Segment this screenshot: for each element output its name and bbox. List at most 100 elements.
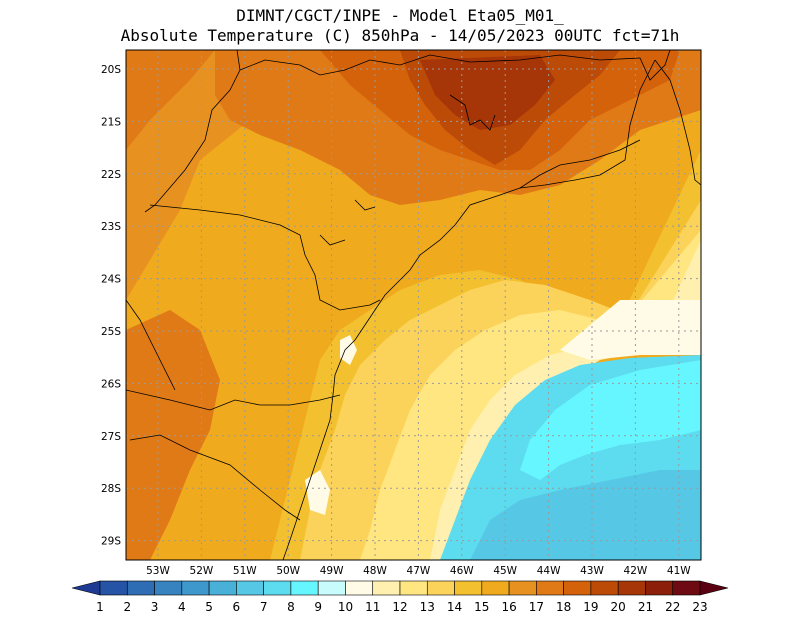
temperature-field (126, 50, 701, 560)
colorbar-segment (672, 580, 701, 596)
longitude-label: 45W (493, 565, 517, 577)
field-21c-core (420, 55, 555, 130)
colorbar-segment (263, 580, 292, 596)
colorbar-segment (399, 580, 428, 596)
longitude-label: 53W (146, 565, 170, 577)
colorbar-segment (317, 580, 346, 596)
field-18c-northwest (126, 50, 215, 150)
colorbar-segment (426, 580, 455, 596)
colorbar-arrow-high (699, 580, 729, 596)
border-pr-sp (149, 204, 381, 311)
border-paraguay (126, 299, 176, 391)
colorbar-segment (536, 580, 564, 596)
longitude-label: 48W (363, 565, 387, 577)
colorbar-segment (563, 580, 592, 596)
colorbar-label: 18 (556, 600, 571, 614)
colorbar-segment (372, 580, 401, 596)
colorbar-label: 5 (205, 600, 213, 614)
colorbar-label: 13 (420, 600, 435, 614)
coastlines-and-borders (126, 50, 701, 560)
longitude-label: 44W (537, 565, 561, 577)
colorbar-label: 10 (338, 600, 353, 614)
colorbar-segment (345, 580, 374, 596)
colorbar-segment (181, 580, 210, 596)
latitude-label: 20S (101, 64, 121, 76)
colorbar-label: 23 (692, 600, 707, 614)
field-11c-pocket (305, 470, 330, 515)
colorbar-segment (154, 580, 183, 596)
color-scale-bar (71, 580, 729, 596)
field-18c-southwest (126, 310, 220, 560)
colorbar-label: 15 (474, 600, 489, 614)
border-pr-sc (126, 389, 341, 411)
colorbar-label: 12 (392, 600, 407, 614)
colorbar-label: 7 (260, 600, 268, 614)
longitude-label: 50W (276, 565, 300, 577)
longitude-label: 47W (407, 565, 431, 577)
border-sp-rj (519, 139, 641, 189)
colorbar-label: 1 (96, 600, 104, 614)
longitude-labels: 53W 52W 51W 50W 49W 48W 47W 46W 45W 44W 43W 42W 41W (146, 565, 691, 577)
field-11c-offshore (560, 300, 701, 360)
colorbar-label: 3 (151, 600, 159, 614)
colorbar-segment (236, 580, 264, 596)
colorbar-label: 4 (178, 600, 186, 614)
latitude-label: 26S (101, 378, 121, 390)
colorbar-label: 16 (501, 600, 516, 614)
coastline-east (654, 59, 701, 186)
longitude-label: 52W (190, 565, 214, 577)
latitude-label: 28S (101, 483, 121, 495)
colorbar-label: 8 (287, 600, 295, 614)
colorbar-label: 9 (314, 600, 322, 614)
colorbar-label: 11 (365, 600, 380, 614)
colorbar-segment (508, 580, 537, 596)
border-north (239, 50, 671, 81)
lake-furnas (449, 94, 496, 131)
latitude-label: 25S (101, 326, 121, 338)
color-scale-labels: 1 2 3 4 5 6 7 8 9 10 11 12 13 14 15 16 17 18 19 20 21 22 23 (96, 600, 707, 614)
colorbar-label: 2 (123, 600, 131, 614)
colorbar-segment (481, 580, 510, 596)
latitude-label: 24S (101, 274, 121, 286)
colorbar-segment (290, 580, 319, 596)
border-sc-rs (129, 434, 301, 521)
colorbar-segment (645, 580, 674, 596)
longitude-label: 43W (580, 565, 604, 577)
colorbar-label: 21 (638, 600, 653, 614)
latitude-label: 23S (101, 221, 121, 233)
longitude-label: 51W (233, 565, 257, 577)
latitude-label: 22S (101, 169, 121, 181)
colorbar-label: 22 (665, 600, 680, 614)
longitude-label: 49W (320, 565, 344, 577)
map-title-line-1: DIMNT/CGCT/INPE - Model Eta05_M01_ (236, 6, 564, 25)
colorbar-label: 19 (583, 600, 598, 614)
map-frame (125, 49, 702, 561)
colorbar-segment (126, 580, 155, 596)
graticule (126, 50, 701, 560)
colorbar-segment (454, 580, 483, 596)
longitude-label: 46W (450, 565, 474, 577)
longitude-label: 41W (667, 565, 691, 577)
colorbar-segment (590, 580, 619, 596)
colorbar-label: 6 (233, 600, 241, 614)
coastline (282, 59, 656, 560)
border-ms-mg (144, 50, 241, 213)
colorbar-label: 17 (529, 600, 544, 614)
colorbar-segment (617, 580, 646, 596)
colorbar-segment (99, 580, 128, 596)
field-17c-west (126, 50, 330, 300)
colorbar-label: 20 (611, 600, 626, 614)
longitude-label: 42W (624, 565, 648, 577)
colorbar-segment (208, 580, 237, 596)
field-7c-ocean (470, 470, 701, 560)
latitude-label: 29S (101, 536, 121, 548)
latitude-labels: 20S 21S 22S 23S 24S 25S 26S 27S 28S 29S (101, 64, 121, 548)
map-title-line-2: Absolute Temperature (C) 850hPa - 14/05/… (120, 26, 680, 45)
lake-small-2 (319, 234, 346, 246)
colorbar-arrow-low (71, 580, 101, 596)
latitude-label: 27S (101, 431, 121, 443)
field-9c-ocean (520, 360, 701, 480)
colorbar-label: 14 (447, 600, 462, 614)
lake-small (354, 199, 376, 211)
